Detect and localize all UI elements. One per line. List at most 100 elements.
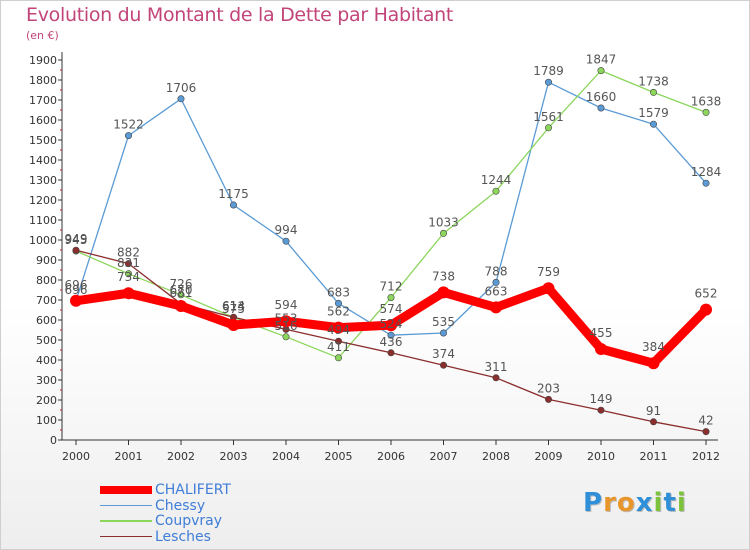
x-tick-label: 2008	[482, 450, 510, 463]
logo-letter: P	[583, 488, 604, 518]
logo-letter: r	[603, 488, 617, 518]
data-label: 831	[117, 256, 140, 270]
data-label: 696	[65, 278, 88, 292]
data-label: 91	[646, 404, 661, 418]
data-point	[125, 270, 133, 278]
data-label: 681	[170, 286, 193, 300]
x-tick-label: 2007	[430, 450, 458, 463]
series-layer	[70, 67, 712, 436]
data-point	[334, 299, 342, 307]
y-tick-label: 700	[36, 294, 57, 307]
data-label: 994	[275, 223, 298, 237]
data-point	[544, 124, 552, 132]
data-label: 949	[65, 232, 88, 246]
data-label: 882	[117, 246, 140, 260]
data-label: 1638	[691, 94, 722, 108]
data-point	[649, 120, 657, 128]
legend-label: Lesches	[155, 528, 211, 545]
logo-letter: o	[616, 488, 636, 518]
data-point	[334, 354, 342, 362]
data-label: 696	[65, 283, 88, 297]
y-tick-label: 1000	[29, 234, 57, 247]
y-tick-label: 900	[36, 254, 57, 267]
data-point	[230, 201, 238, 209]
y-tick-label: 1400	[29, 154, 57, 167]
logo-letter: x	[635, 488, 654, 518]
data-label: 524	[380, 317, 403, 331]
x-tick-label: 2012	[692, 450, 720, 463]
data-label: 535	[432, 315, 455, 329]
data-point	[595, 343, 607, 355]
x-tick-label: 2004	[272, 450, 300, 463]
y-tick-label: 600	[36, 314, 57, 327]
data-label: 374	[432, 347, 455, 361]
legend-swatch	[100, 520, 152, 522]
x-tick-label: 2009	[535, 450, 563, 463]
data-label: 613	[222, 299, 245, 313]
data-label: 1706	[166, 81, 197, 95]
data-label: 494	[327, 323, 350, 337]
data-label: 1789	[533, 64, 564, 78]
data-point	[387, 349, 395, 357]
logo-letter: i	[653, 488, 664, 518]
data-point	[702, 179, 710, 187]
data-label: 652	[695, 287, 718, 301]
data-labels-layer: 696 1522 1706 1175 994 683 524 535 788 1789 1660 15…	[65, 53, 722, 428]
data-label: 311	[485, 360, 508, 374]
data-point	[437, 286, 450, 299]
data-point	[122, 287, 135, 300]
x-tick-label: 2003	[220, 450, 248, 463]
data-point	[492, 278, 500, 286]
data-label: 1033	[428, 215, 459, 229]
y-tick-label: 1900	[29, 54, 57, 67]
data-point	[282, 237, 290, 245]
data-label: 683	[327, 285, 350, 299]
legend-swatch	[100, 535, 152, 538]
data-label: 203	[537, 381, 560, 395]
data-point	[492, 374, 500, 382]
y-tick-label: 100	[36, 414, 57, 427]
x-tick-label: 2011	[640, 450, 668, 463]
data-label: 788	[485, 264, 508, 278]
data-label: 1244	[481, 173, 512, 187]
legend-label: Chessy	[155, 497, 206, 514]
y-tick-label: 400	[36, 354, 57, 367]
data-point	[492, 187, 500, 195]
data-point	[334, 337, 342, 345]
x-tick-label: 2002	[167, 450, 195, 463]
data-label: 516	[275, 319, 298, 333]
y-tick-label: 200	[36, 394, 57, 407]
data-label: 1175	[218, 187, 249, 201]
axes: 0 100 200 300 400 500 600 700 800 900 1000 1100 1200…	[29, 52, 720, 463]
data-point	[387, 331, 395, 339]
data-point	[439, 229, 447, 237]
data-label: 575	[222, 302, 245, 316]
data-point	[125, 132, 133, 140]
legend-swatch	[100, 486, 152, 494]
data-label: 553	[275, 311, 298, 325]
data-point	[177, 291, 185, 299]
data-point	[72, 246, 80, 254]
x-tick-label: 2010	[587, 450, 615, 463]
chart-title: Evolution du Montant de la Dette par Hab…	[26, 4, 454, 26]
y-tick-label: 1100	[29, 214, 57, 227]
logo-letter: i	[676, 488, 687, 518]
data-point	[387, 294, 395, 302]
data-point	[177, 95, 185, 103]
data-point	[649, 418, 657, 426]
legend-label: Coupvray	[155, 513, 223, 529]
data-point	[544, 395, 552, 403]
legend-swatch	[100, 504, 152, 507]
x-tick-label: 2006	[377, 450, 405, 463]
data-label: 455	[590, 326, 613, 340]
y-tick-label: 1600	[29, 114, 57, 127]
x-tick-label: 2000	[62, 450, 90, 463]
data-point	[280, 315, 292, 328]
data-label: 436	[380, 335, 403, 349]
data-point	[439, 361, 447, 369]
data-label: 670	[170, 283, 193, 297]
data-point	[490, 301, 502, 314]
data-label: 1561	[533, 110, 564, 124]
data-label: 614	[222, 299, 245, 313]
